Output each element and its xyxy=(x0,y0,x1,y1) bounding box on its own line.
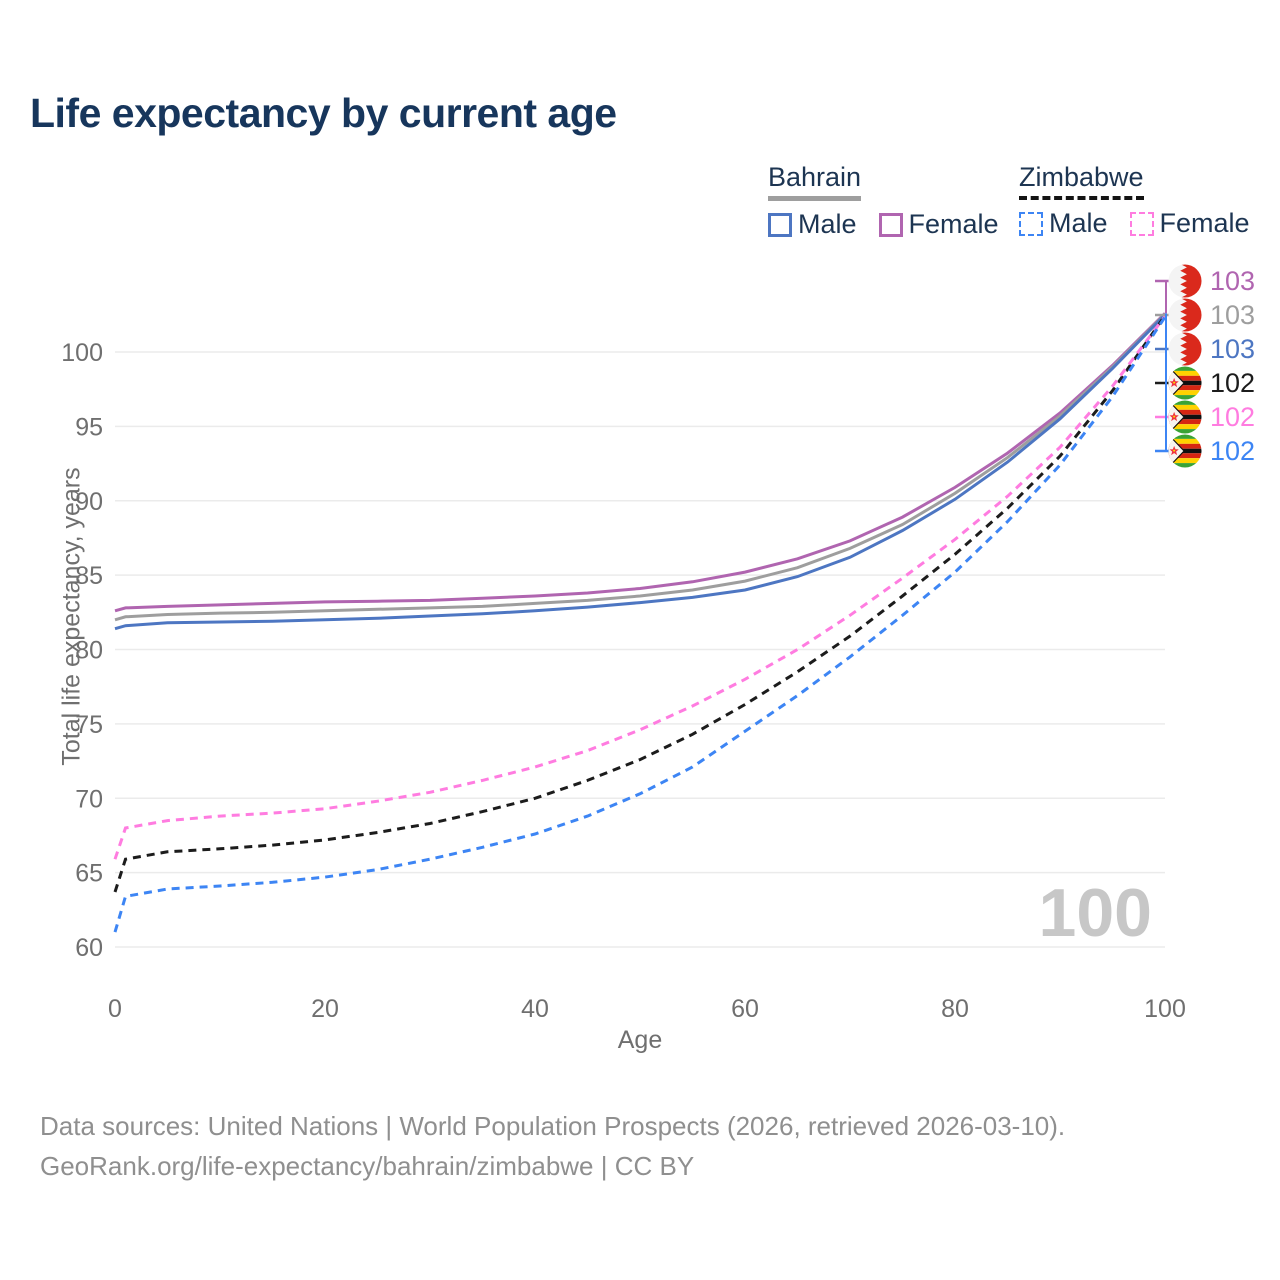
legend-swatch-zimbabwe-male[interactable] xyxy=(1019,211,1043,236)
x-tick-100: 100 xyxy=(1144,995,1186,1023)
y-tick-80: 80 xyxy=(75,637,103,665)
legend-item-zimbabwe-male[interactable]: Male xyxy=(1019,208,1108,239)
end-label-row-zimbabwe-female: 102 xyxy=(1168,400,1255,434)
end-value: 103 xyxy=(1210,299,1256,330)
end-label-row-zimbabwe-male: 102 xyxy=(1168,434,1255,468)
series-line-bahrain-female[interactable] xyxy=(114,312,1167,613)
y-tick-95: 95 xyxy=(75,413,103,441)
x-tick-40: 40 xyxy=(521,995,549,1023)
x-tick-60: 60 xyxy=(731,995,759,1023)
footer: Data sources: United Nations | World Pop… xyxy=(40,1106,1065,1186)
legend-label: Male xyxy=(1049,208,1108,238)
y-tick-60: 60 xyxy=(75,934,103,962)
x-axis-title: Age xyxy=(617,1026,663,1054)
zimbabwe-flag-icon xyxy=(1168,366,1202,400)
zimbabwe-flag-icon xyxy=(1168,400,1202,434)
x-tick-0: 0 xyxy=(108,995,122,1023)
end-value: 102 xyxy=(1210,401,1256,432)
data-sources-line: Data sources: United Nations | World Pop… xyxy=(40,1111,1066,1141)
end-label-row-bahrain-female: 103 xyxy=(1168,264,1255,298)
age-watermark: 100 xyxy=(1038,875,1152,951)
legend-label: Female xyxy=(1159,208,1250,238)
y-tick-85: 85 xyxy=(75,562,103,590)
end-label-row-bahrain-male: 103 xyxy=(1168,332,1255,366)
legend-item-bahrain-male[interactable]: Male xyxy=(768,209,857,240)
end-value: 102 xyxy=(1210,435,1256,466)
legend-swatch-zimbabwe-female[interactable] xyxy=(1129,211,1154,236)
y-tick-100: 100 xyxy=(61,339,103,367)
attribution-line: GeoRank.org/life-expectancy/bahrain/zimb… xyxy=(40,1151,695,1181)
end-label-row-bahrain-total: 103 xyxy=(1168,298,1255,332)
series-line-bahrain-male[interactable] xyxy=(114,313,1167,631)
bahrain-flag-icon xyxy=(1168,332,1202,366)
end-label-row-zimbabwe-total: 102 xyxy=(1168,366,1255,400)
x-tick-80: 80 xyxy=(941,995,969,1023)
page-title: Life expectancy by current age xyxy=(30,90,617,136)
legend-group-zimbabwe: Zimbabwe Male Female xyxy=(1019,162,1250,239)
legend-title-bahrain: Bahrain xyxy=(768,162,862,201)
end-value: 103 xyxy=(1210,333,1256,364)
series-line-zimbabwe-male[interactable] xyxy=(113,316,1167,933)
end-value: 102 xyxy=(1210,367,1256,398)
end-value: 103 xyxy=(1210,265,1256,296)
y-axis-title: Total life expectancy, years xyxy=(57,467,86,766)
bahrain-flag-icon xyxy=(1168,264,1202,298)
y-tick-75: 75 xyxy=(75,711,103,739)
series-line-bahrain-total[interactable] xyxy=(114,313,1167,622)
y-tick-65: 65 xyxy=(75,860,103,888)
legend-label: Female xyxy=(908,209,999,239)
series-line-zimbabwe-female[interactable] xyxy=(113,315,1167,860)
y-tick-70: 70 xyxy=(75,785,103,813)
zimbabwe-flag-icon xyxy=(1168,434,1202,468)
y-tick-90: 90 xyxy=(75,488,103,516)
legend-swatch-bahrain-male[interactable] xyxy=(768,212,792,237)
legend-title-zimbabwe: Zimbabwe xyxy=(1019,162,1144,200)
series-line-zimbabwe-total[interactable] xyxy=(113,314,1167,893)
legend-item-zimbabwe-female[interactable]: Female xyxy=(1129,208,1250,239)
bahrain-flag-icon xyxy=(1168,298,1202,332)
legend-swatch-bahrain-female[interactable] xyxy=(878,212,903,237)
legend-group-bahrain: Bahrain Male Female xyxy=(768,162,999,240)
legend-label: Male xyxy=(798,209,857,239)
x-tick-20: 20 xyxy=(311,995,339,1023)
legend-item-bahrain-female[interactable]: Female xyxy=(878,209,999,240)
